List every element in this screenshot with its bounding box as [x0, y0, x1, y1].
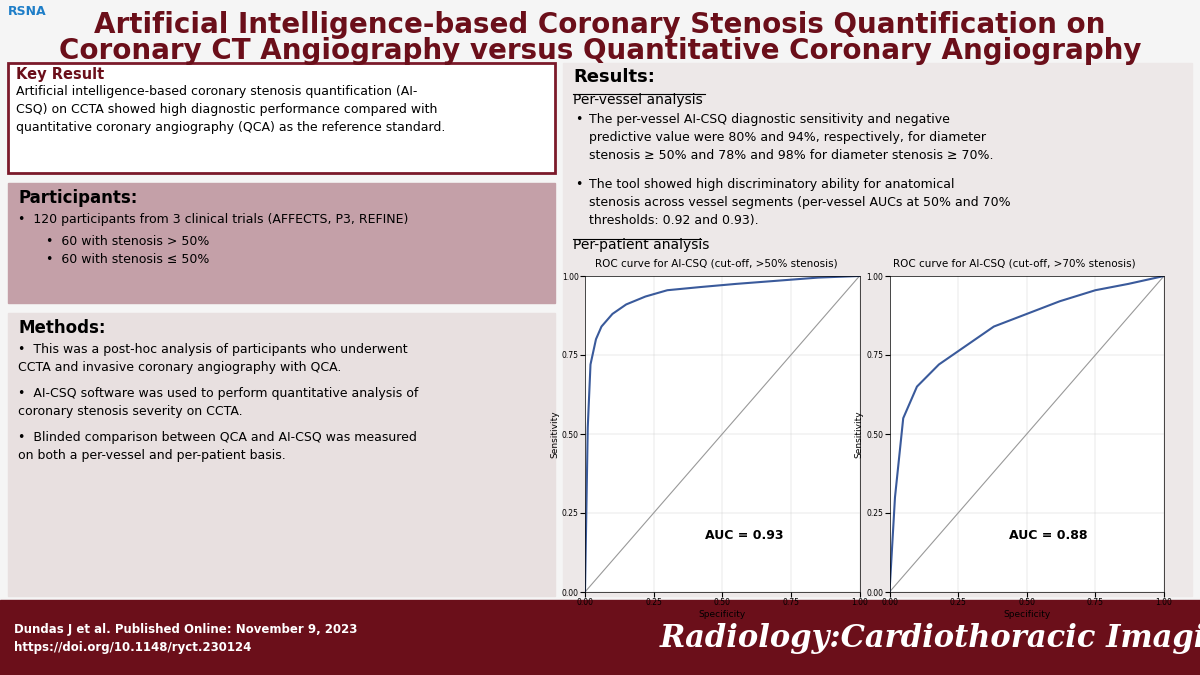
FancyBboxPatch shape — [8, 63, 554, 173]
Text: RSNA: RSNA — [8, 5, 47, 18]
Bar — [8, 313, 554, 596]
Text: •  This was a post-hoc analysis of participants who underwent
CCTA and invasive : • This was a post-hoc analysis of partic… — [18, 343, 408, 373]
Text: https://doi.org/10.1148/ryct.230124: https://doi.org/10.1148/ryct.230124 — [14, 641, 251, 654]
Text: Key Result: Key Result — [16, 67, 104, 82]
Text: Per-patient analysis: Per-patient analysis — [574, 238, 709, 252]
Text: AUC = 0.88: AUC = 0.88 — [1009, 529, 1088, 541]
Y-axis label: Sensitivity: Sensitivity — [550, 410, 559, 458]
Text: •: • — [575, 113, 582, 126]
Text: Artificial intelligence-based coronary stenosis quantification (AI-
CSQ) on CCTA: Artificial intelligence-based coronary s… — [16, 85, 445, 134]
Text: Results:: Results: — [574, 68, 655, 86]
Bar — [0, 600, 1200, 675]
Text: ROC curve for AI-CSQ (cut-off, >70% stenosis): ROC curve for AI-CSQ (cut-off, >70% sten… — [893, 258, 1135, 268]
Bar — [8, 183, 554, 303]
Bar — [563, 63, 1192, 596]
Text: Coronary CT Angiography versus Quantitative Coronary Angiography: Coronary CT Angiography versus Quantitat… — [59, 37, 1141, 65]
Text: AUC = 0.93: AUC = 0.93 — [704, 529, 784, 541]
Y-axis label: Sensitivity: Sensitivity — [854, 410, 864, 458]
Text: Per-vessel analysis: Per-vessel analysis — [574, 93, 703, 107]
Text: •  Blinded comparison between QCA and AI-CSQ was measured
on both a per-vessel a: • Blinded comparison between QCA and AI-… — [18, 431, 416, 462]
Text: Radiology:Cardiothoracic Imaging: Radiology:Cardiothoracic Imaging — [660, 622, 1200, 653]
Text: Artificial Intelligence-based Coronary Stenosis Quantification on: Artificial Intelligence-based Coronary S… — [95, 11, 1105, 39]
Text: •  60 with stenosis ≤ 50%: • 60 with stenosis ≤ 50% — [46, 253, 209, 266]
Text: The tool showed high discriminatory ability for anatomical
stenosis across vesse: The tool showed high discriminatory abil… — [589, 178, 1010, 227]
Text: •  AI-CSQ software was used to perform quantitative analysis of
coronary stenosi: • AI-CSQ software was used to perform qu… — [18, 387, 419, 418]
X-axis label: Specificity: Specificity — [698, 610, 746, 619]
Text: The per-vessel AI-CSQ diagnostic sensitivity and negative
predictive value were : The per-vessel AI-CSQ diagnostic sensiti… — [589, 113, 994, 162]
Text: Dundas J et al. Published Online: November 9, 2023: Dundas J et al. Published Online: Novemb… — [14, 623, 358, 636]
Text: •  120 participants from 3 clinical trials (AFFECTS, P3, REFINE): • 120 participants from 3 clinical trial… — [18, 213, 408, 226]
Text: Methods:: Methods: — [18, 319, 106, 337]
Text: ROC curve for AI-CSQ (cut-off, >50% stenosis): ROC curve for AI-CSQ (cut-off, >50% sten… — [595, 258, 838, 268]
X-axis label: Specificity: Specificity — [1003, 610, 1050, 619]
Text: Participants:: Participants: — [18, 189, 137, 207]
Text: •  60 with stenosis > 50%: • 60 with stenosis > 50% — [46, 235, 209, 248]
Text: •: • — [575, 178, 582, 191]
